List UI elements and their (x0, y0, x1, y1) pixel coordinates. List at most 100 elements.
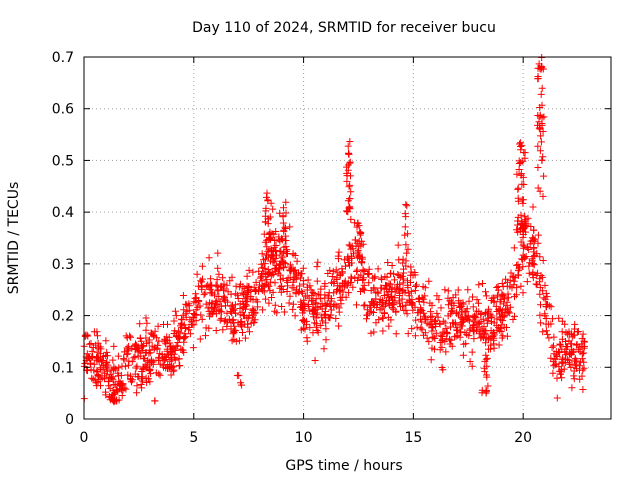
data-point (289, 305, 297, 313)
data-point (223, 318, 231, 326)
data-point (408, 325, 416, 333)
data-point (332, 315, 340, 322)
data-point (344, 253, 352, 261)
data-point (304, 303, 312, 310)
data-point (447, 323, 454, 331)
data-point (224, 298, 232, 306)
data-point (271, 237, 279, 244)
data-point (259, 306, 267, 314)
data-point (495, 341, 503, 349)
data-point (291, 312, 299, 320)
data-point (402, 201, 410, 208)
data-point (257, 260, 265, 268)
data-point (420, 331, 427, 339)
data-point (534, 184, 542, 192)
data-point (480, 333, 488, 341)
data-point (229, 304, 236, 312)
data-point (553, 374, 561, 382)
data-point (109, 396, 117, 404)
data-point (265, 299, 273, 307)
data-point (322, 319, 330, 327)
data-point (332, 266, 340, 274)
data-point (213, 300, 221, 308)
data-point (356, 228, 364, 236)
data-point (398, 295, 406, 303)
data-point (180, 306, 188, 314)
data-point (347, 245, 355, 253)
data-point (266, 287, 274, 295)
data-point (425, 277, 433, 285)
data-point (167, 354, 175, 362)
data-point (498, 280, 506, 287)
data-point (107, 366, 115, 374)
data-point (484, 382, 492, 390)
data-point (303, 320, 310, 328)
data-point (97, 382, 104, 390)
data-point (331, 301, 339, 309)
data-point (540, 113, 548, 121)
y-axis-label: SRMTID / TECUs (6, 182, 22, 295)
data-point (402, 262, 410, 270)
data-point (262, 207, 270, 215)
data-point (463, 314, 471, 322)
data-point (561, 359, 569, 367)
data-point (549, 369, 557, 377)
data-point (399, 302, 406, 310)
data-point (247, 319, 255, 327)
data-point (538, 84, 546, 92)
data-point (198, 262, 206, 270)
data-point (106, 370, 114, 378)
data-point (359, 286, 367, 293)
data-point (378, 276, 386, 283)
data-point (351, 236, 359, 244)
data-point (335, 322, 343, 330)
data-point (193, 270, 201, 278)
data-point (328, 273, 336, 280)
data-point (388, 287, 396, 295)
data-point (191, 294, 199, 302)
data-point (110, 342, 118, 350)
data-point (487, 297, 495, 304)
data-point (570, 375, 578, 383)
data-point (511, 293, 518, 301)
data-point (499, 332, 507, 340)
data-point (83, 350, 91, 358)
data-point (317, 322, 325, 329)
data-point (264, 266, 272, 273)
x-tick-label: 15 (404, 430, 422, 446)
data-point (241, 312, 248, 320)
data-point (375, 316, 383, 324)
data-point (286, 292, 294, 300)
data-point (418, 326, 426, 334)
data-point (131, 370, 139, 378)
data-point (479, 315, 487, 323)
data-point (232, 282, 240, 290)
data-point (269, 288, 277, 296)
data-point (364, 270, 372, 278)
data-point (102, 391, 110, 399)
data-point (418, 294, 426, 302)
data-point (237, 379, 245, 387)
data-point (401, 210, 409, 218)
data-point (514, 261, 522, 269)
data-point (447, 310, 455, 318)
data-point (284, 274, 292, 282)
data-point (534, 75, 542, 82)
data-point (535, 118, 543, 126)
data-point (297, 303, 305, 311)
data-point (271, 264, 279, 272)
data-point (515, 166, 523, 173)
data-point (537, 132, 545, 140)
data-point (151, 327, 159, 335)
data-point (94, 332, 101, 340)
data-point (553, 351, 561, 359)
data-point (197, 277, 205, 285)
data-point (216, 307, 224, 315)
data-point (252, 296, 260, 304)
data-point (161, 356, 169, 363)
data-point (99, 357, 107, 364)
data-point (347, 273, 355, 281)
data-point (142, 363, 150, 371)
data-point (149, 360, 157, 368)
data-point (533, 281, 541, 289)
